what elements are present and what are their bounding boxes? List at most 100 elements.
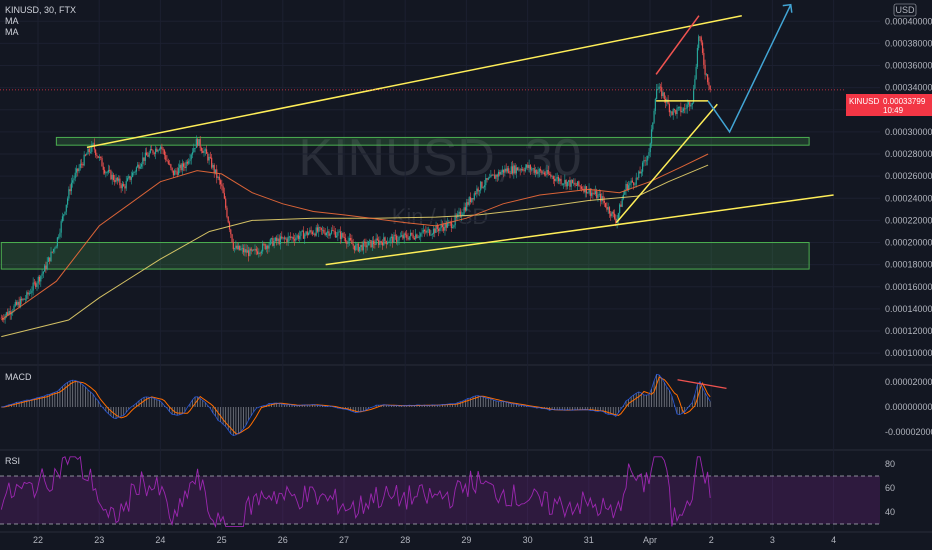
candle-down (186, 161, 189, 164)
candle-up (487, 177, 489, 180)
candle-up (212, 164, 214, 168)
candle-down (543, 172, 546, 175)
candle-down (218, 176, 220, 181)
candle-up (300, 231, 302, 236)
candle-up (393, 234, 395, 243)
candle-up (678, 106, 681, 108)
candle-down (536, 169, 538, 174)
candle-down (163, 150, 166, 156)
candle-down (323, 229, 325, 233)
currency-badge[interactable]: USD (893, 3, 917, 17)
candle-up (685, 108, 687, 110)
candle-down (384, 237, 386, 241)
candle-up (279, 236, 282, 245)
candle-up (504, 168, 506, 173)
candle-up (415, 234, 417, 240)
candle-down (88, 148, 90, 153)
candle-down (171, 167, 173, 171)
candle-up (204, 149, 206, 151)
candle-up (107, 169, 109, 173)
candle-up (420, 233, 422, 237)
candle-down (77, 168, 79, 172)
candle-up (594, 191, 597, 195)
price-tick-label: 0.00024000 (885, 193, 932, 203)
ma-legend-2: MA (5, 27, 19, 37)
macd-pane (0, 373, 727, 437)
candle-down (392, 236, 394, 243)
candle-down (380, 241, 382, 243)
candle-down (491, 174, 493, 176)
candle-up (525, 164, 528, 168)
candle-down (557, 176, 560, 182)
candle-up (662, 92, 664, 97)
candle-up (619, 204, 621, 214)
candle-up (431, 234, 433, 235)
candle-down (620, 204, 622, 207)
candle-down (101, 157, 103, 167)
candle-down (402, 235, 404, 239)
candle-down (592, 192, 594, 194)
candle-up (60, 221, 62, 233)
candle-up (47, 257, 50, 262)
candle-down (292, 237, 294, 240)
candle-up (87, 148, 89, 155)
price-tick-label: 0.00026000 (885, 171, 932, 181)
currency-badge-label: USD (895, 5, 915, 15)
candle-up (301, 230, 303, 232)
candle-up (542, 172, 544, 174)
candles (0, 34, 711, 324)
candle-up (468, 197, 470, 205)
candle-down (381, 242, 384, 246)
candle-down (411, 232, 413, 235)
candle-down (353, 245, 356, 251)
candle-down (509, 173, 511, 175)
candle-down (467, 202, 469, 205)
candle-down (82, 164, 84, 166)
price-tick-label: 0.00020000 (885, 238, 932, 248)
candle-up (446, 222, 449, 228)
candle-up (426, 230, 428, 233)
projection-path (707, 4, 792, 134)
candle-up (246, 250, 248, 253)
candle-down (232, 242, 234, 250)
candle-down (209, 156, 211, 158)
candle-down (184, 166, 186, 169)
candle-up (654, 99, 656, 111)
candle-down (412, 234, 414, 239)
candle-down (146, 152, 148, 156)
candle-down (49, 257, 51, 262)
candle-down (69, 189, 71, 192)
candle-up (624, 190, 626, 195)
candle-down (494, 174, 496, 179)
candle-up (214, 169, 217, 173)
candle-down (129, 176, 131, 180)
candle-down (361, 244, 363, 251)
candle-down (316, 227, 319, 232)
candle-up (483, 185, 486, 188)
candle-up (270, 238, 273, 240)
time-tick-label: 3 (770, 535, 775, 545)
candle-down (554, 178, 556, 181)
candle-up (126, 178, 129, 182)
currency-badge-box[interactable] (893, 3, 917, 17)
candle-down (213, 164, 215, 173)
candle-down (540, 169, 542, 171)
candle-up (258, 252, 260, 254)
candle-down (255, 248, 257, 252)
candle-up (64, 211, 66, 215)
resistance-zone (55, 136, 810, 146)
macd-legend: MACD (5, 372, 32, 382)
candle-up (26, 292, 28, 299)
candle-up (398, 236, 400, 241)
candle-down (176, 171, 178, 175)
candle-down (357, 243, 359, 252)
candle-up (160, 146, 162, 150)
candle-down (278, 238, 280, 245)
zones (0, 136, 810, 270)
candle-up (501, 169, 503, 173)
candle-down (297, 235, 299, 239)
candle-down (416, 234, 418, 238)
candle-down (197, 139, 199, 146)
candle-down (110, 170, 112, 180)
